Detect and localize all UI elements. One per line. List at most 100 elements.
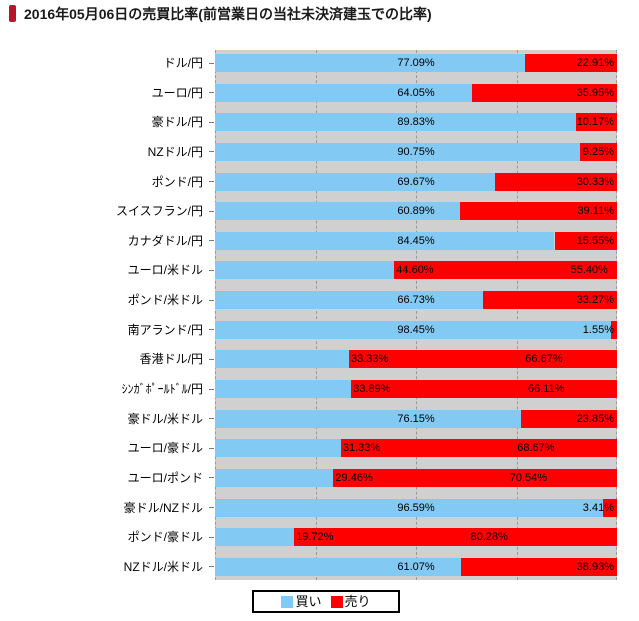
sell-percent-label: 66.11% (527, 383, 565, 396)
sell-percent-label: 1.55% (582, 323, 614, 336)
chart-row: 香港ドル/円 33.33% 66.67% (0, 350, 617, 369)
tick-mark (209, 92, 214, 94)
buy-percent-label: 33.33% (350, 353, 389, 366)
currency-pair-label: ユーロ/ポンド (127, 470, 203, 485)
currency-pair-label: ドル/円 (163, 56, 203, 70)
sell-percent-label: 30.33% (576, 175, 614, 188)
axis-tick (203, 388, 215, 390)
buy-bar-segment (215, 231, 555, 250)
buy-percent-label: 33.89% (353, 383, 391, 396)
chart-row: 南アランド/円 98.45% 1.55% (0, 320, 617, 339)
axis-tick (203, 418, 215, 420)
buy-bar-segment (215, 528, 295, 547)
axis-tick (203, 240, 215, 242)
sell-bar-segment (333, 468, 617, 487)
stacked-bar: 69.67% 30.33% (215, 172, 617, 191)
stacked-bar: 31.33% 68.67% (215, 439, 617, 458)
sell-bar-segment (483, 291, 617, 310)
sell-percent-label: 22.91% (576, 57, 614, 69)
chart-row: 豪ドル/NZドル 96.59% 3.41% (0, 498, 617, 517)
sell-bar-segment (394, 261, 617, 280)
currency-pair-label: ポンド/豪ドル (127, 530, 203, 545)
buy-percent-label: 90.75% (397, 145, 435, 158)
tick-mark (209, 151, 214, 153)
buy-percent-label: 61.07% (397, 560, 435, 573)
buy-percent-label: 77.09% (397, 57, 435, 69)
chart-row: ユーロ/米ドル 44.60% 55.40% (0, 261, 617, 280)
buy-bar-segment (215, 380, 352, 399)
buy-bar-segment (215, 113, 577, 132)
tick-mark (209, 358, 214, 360)
currency-pair-label: ユーロ/円 (151, 85, 203, 100)
axis-tick (203, 151, 215, 153)
chart-row: ユーロ/ポンド 29.46% 70.54% (0, 468, 617, 487)
gridline-50 (416, 50, 417, 580)
chart-plot-area (215, 50, 617, 580)
stacked-bar: 89.83% 10.17% (215, 113, 617, 132)
currency-pair-label: 豪ドル/米ドル (127, 411, 203, 426)
currency-pair-label: ユーロ/豪ドル (127, 441, 203, 456)
sell-bar-segment (521, 409, 617, 428)
gridline-0 (215, 50, 216, 580)
tick-mark (209, 507, 214, 509)
currency-pair-label: カナダドル/円 (127, 233, 203, 248)
buy-percent-label: 84.45% (397, 234, 435, 247)
buy-percent-label: 69.67% (397, 175, 435, 188)
buy-percent-label: 64.05% (397, 86, 435, 99)
sell-percent-label: 3.41% (582, 501, 614, 514)
sell-bar-segment (576, 113, 617, 132)
buy-percent-label: 89.83% (397, 116, 435, 129)
sell-bar-segment (554, 231, 617, 250)
currency-pair-label: NZドル/円 (147, 144, 203, 159)
stacked-bar: 84.45% 15.55% (215, 231, 617, 250)
gridline-25 (315, 50, 317, 580)
buy-bar-segment (215, 142, 580, 161)
buy-bar-segment (215, 261, 395, 280)
stacked-bar: 19.72% 80.28% (215, 528, 617, 547)
buy-percent-label: 96.59% (397, 501, 435, 514)
stacked-bar: 64.05% 35.95% (215, 83, 617, 102)
buy-bar-segment (215, 409, 522, 428)
buy-percent-label: 98.45% (397, 323, 435, 336)
stacked-bar: 33.33% 66.67% (215, 350, 617, 369)
axis-tick (203, 299, 215, 301)
sell-bar-segment (459, 202, 617, 221)
stacked-bar: 44.60% 55.40% (215, 261, 617, 280)
sell-percent-label: 10.17% (576, 116, 614, 129)
axis-tick (203, 92, 215, 94)
chart-row: ポンド/米ドル 66.73% 33.27% (0, 291, 617, 310)
chart-row: ドル/円 77.09% 22.91% (0, 54, 617, 72)
currency-pair-label: NZドル/米ドル (123, 559, 203, 574)
tick-mark (209, 210, 214, 212)
buy-percent-label: 44.60% (396, 264, 434, 277)
axis-tick (203, 62, 215, 64)
chart-row: ポンド/円 69.67% 30.33% (0, 172, 617, 191)
gridline-100 (616, 50, 617, 580)
gridline-75 (516, 50, 518, 580)
sell-percent-label: 23.85% (576, 412, 614, 425)
tick-mark (209, 62, 214, 64)
sell-color-swatch (330, 595, 343, 608)
axis-tick (203, 358, 215, 360)
sell-bar-segment (472, 83, 617, 102)
buy-bar-segment (215, 202, 460, 221)
tick-mark (209, 121, 214, 123)
stacked-bar: 33.89% 66.11% (215, 380, 617, 399)
buy-bar-segment (215, 291, 484, 310)
chart-row: ｼﾝｶﾞﾎﾟｰﾙﾄﾞﾙ/円 33.89% 66.11% (0, 380, 617, 399)
legend-item-sell: 売り (330, 594, 371, 609)
chart-row: スイスフラン/円 60.89% 39.11% (0, 202, 617, 221)
chart-rows: ドル/円 77.09% 22.91% ユーロ/円 64.05% 35.95% 豪… (0, 50, 617, 580)
buy-bar-segment (215, 54, 525, 72)
buy-percent-label: 31.33% (342, 442, 381, 455)
sell-percent-label: 35.95% (576, 86, 614, 99)
buy-bar-segment (215, 172, 496, 191)
buy-bar-segment (215, 498, 604, 517)
buy-percent-label: 19.72% (296, 531, 334, 544)
sell-percent-label: 70.54% (509, 471, 548, 484)
sell-percent-label: 38.93% (576, 560, 614, 573)
legend-label-sell: 売り (344, 594, 371, 609)
sell-bar-segment (349, 350, 617, 369)
axis-tick (203, 269, 215, 271)
stacked-bar: 77.09% 22.91% (215, 54, 617, 72)
